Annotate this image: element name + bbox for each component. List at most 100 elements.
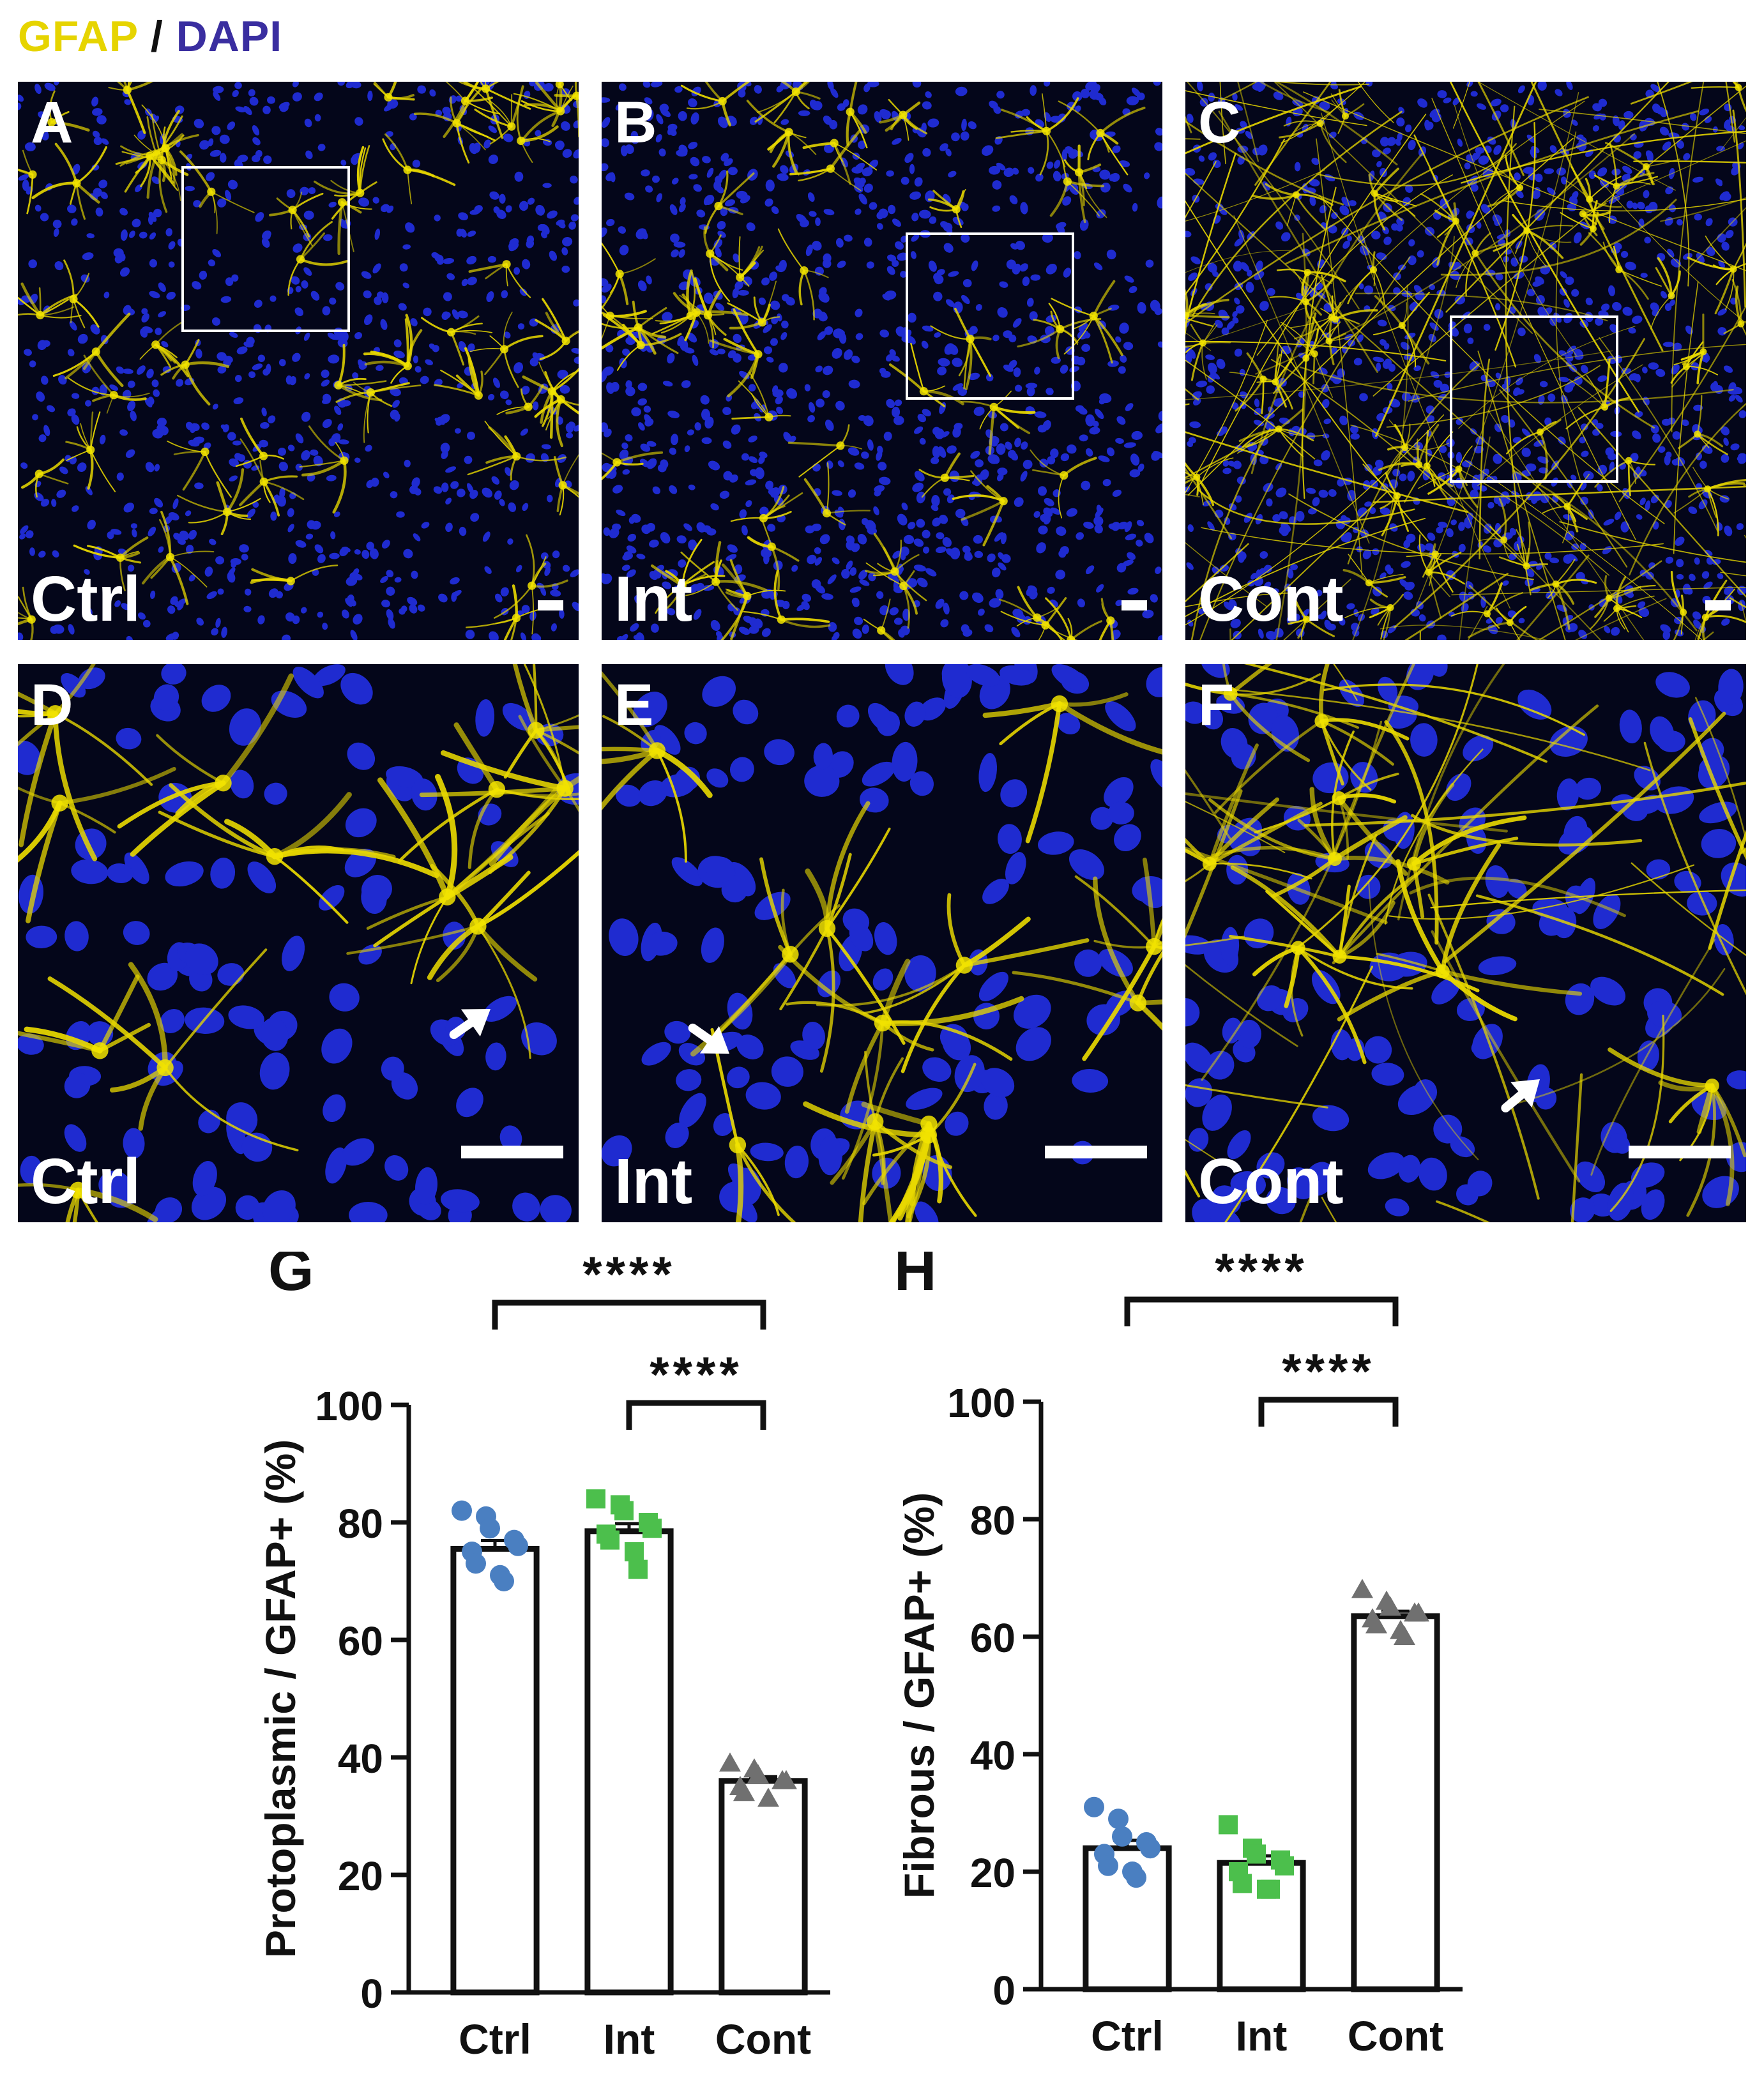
- data-point: [1247, 1844, 1266, 1864]
- data-point: [1219, 1815, 1238, 1835]
- panel-label: B: [614, 90, 657, 155]
- data-point: [1112, 1826, 1132, 1847]
- significance-label: ****: [650, 1346, 742, 1402]
- significance-bracket: [1258, 1397, 1399, 1427]
- y-tick-label: 40: [970, 1732, 1015, 1778]
- y-tick-label: 60: [338, 1618, 383, 1664]
- figure-legend: GFAP / DAPI: [18, 11, 282, 61]
- micrograph-panel-e: E Int: [602, 664, 1162, 1222]
- y-tick-label: 40: [338, 1736, 383, 1782]
- significance-label: ****: [1215, 1252, 1307, 1299]
- y-tick-label: 100: [315, 1383, 383, 1429]
- data-point: [1380, 1596, 1401, 1616]
- data-point: [1261, 1879, 1280, 1899]
- data-point: [642, 1519, 662, 1538]
- arrow-indicator-icon: [1501, 1079, 1540, 1112]
- condition-label: Cont: [1198, 563, 1344, 635]
- micrograph-panel-d: D Ctrl: [18, 664, 579, 1222]
- x-tick-label: Int: [1236, 2012, 1288, 2059]
- y-tick-label: 0: [992, 1967, 1015, 2013]
- arrow-indicator-icon: [688, 1023, 729, 1054]
- bar-cont: [1351, 1613, 1440, 1992]
- data-point: [1098, 1855, 1118, 1876]
- x-tick-label: Int: [604, 2015, 655, 2063]
- fluorescence-image: [1185, 664, 1746, 1222]
- micrograph-panel-f: F Cont: [1185, 664, 1746, 1222]
- zoom-inset-box: [906, 232, 1074, 400]
- fluorescence-image: [18, 82, 579, 640]
- data-point: [1233, 1874, 1252, 1893]
- scale-bar: [1122, 600, 1147, 610]
- fluorescence-image: [602, 664, 1162, 1222]
- data-point: [1140, 1838, 1160, 1859]
- significance-bracket: [626, 1400, 766, 1430]
- data-point: [625, 1542, 644, 1561]
- x-tick-label: Ctrl: [459, 2015, 531, 2063]
- data-point: [1351, 1579, 1373, 1598]
- data-point: [452, 1500, 472, 1521]
- data-point: [775, 1770, 797, 1789]
- arrow-indicator-icon: [449, 1009, 490, 1040]
- scale-bar: [1705, 600, 1731, 610]
- panel-label: A: [31, 90, 73, 155]
- panel-label: C: [1198, 90, 1241, 155]
- legend-dapi: DAPI: [176, 12, 283, 61]
- y-axis-label: Protoplasmic / GFAP+ (%): [257, 1439, 304, 1958]
- scale-bar: [461, 1146, 563, 1158]
- data-point: [719, 1752, 741, 1772]
- significance-bracket: [1124, 1296, 1399, 1326]
- data-point: [600, 1530, 620, 1550]
- legend-gfap: GFAP: [18, 12, 138, 61]
- legend-slash: /: [150, 12, 163, 61]
- fluorescence-image: [18, 664, 579, 1222]
- significance-label: ****: [1282, 1343, 1374, 1399]
- scale-bar: [1629, 1146, 1731, 1158]
- y-tick-label: 80: [970, 1497, 1015, 1543]
- error-bar: [615, 1522, 643, 1531]
- fluorescence-image: [602, 82, 1162, 640]
- significance-label: ****: [582, 1252, 675, 1302]
- x-tick-label: Ctrl: [1091, 2012, 1164, 2059]
- condition-label: Int: [614, 1146, 693, 1217]
- data-point: [494, 1571, 514, 1591]
- zoom-inset-box: [181, 166, 350, 332]
- significance-bracket: [492, 1300, 766, 1330]
- panel-label: H: [894, 1252, 936, 1303]
- data-point: [586, 1489, 605, 1509]
- data-point: [628, 1559, 648, 1579]
- data-point: [1084, 1796, 1104, 1817]
- condition-label: Ctrl: [31, 563, 141, 635]
- data-point: [757, 1787, 779, 1807]
- condition-label: Int: [614, 563, 693, 635]
- y-tick-label: 80: [338, 1501, 383, 1547]
- zoom-inset-box: [1450, 315, 1618, 483]
- y-axis-label: Fibrous / GFAP+ (%): [895, 1492, 943, 1899]
- bar-cont: [719, 1778, 808, 1996]
- data-point: [1108, 1808, 1129, 1830]
- condition-label: Ctrl: [31, 1146, 141, 1217]
- data-point: [733, 1782, 755, 1801]
- micrograph-panel-a: A Ctrl: [18, 82, 579, 640]
- scale-bar: [1045, 1146, 1147, 1158]
- data-point: [508, 1535, 528, 1556]
- panel-label: G: [268, 1252, 314, 1303]
- bar-int: [584, 1528, 674, 1996]
- data-point: [1126, 1867, 1146, 1888]
- fluorescence-image: [1185, 82, 1746, 640]
- y-tick-label: 0: [360, 1971, 383, 2017]
- condition-label: Cont: [1198, 1146, 1344, 1217]
- data-point: [1365, 1614, 1387, 1634]
- panel-label: D: [31, 672, 73, 738]
- x-tick-label: Cont: [1348, 2012, 1443, 2059]
- y-tick-label: 20: [338, 1853, 383, 1899]
- scale-bar: [538, 600, 563, 610]
- data-point: [1275, 1856, 1294, 1876]
- bar-chart-h: H 0 20 40 60 80 100 Fibrous / GFAP+ (%) Ctrl Int C…: [894, 1252, 1463, 2059]
- micrograph-panel-b: B Int: [602, 82, 1162, 640]
- data-point: [747, 1764, 769, 1784]
- micrograph-panel-c: C Cont: [1185, 82, 1746, 640]
- y-tick-label: 100: [947, 1380, 1015, 1426]
- y-tick-label: 60: [970, 1615, 1015, 1661]
